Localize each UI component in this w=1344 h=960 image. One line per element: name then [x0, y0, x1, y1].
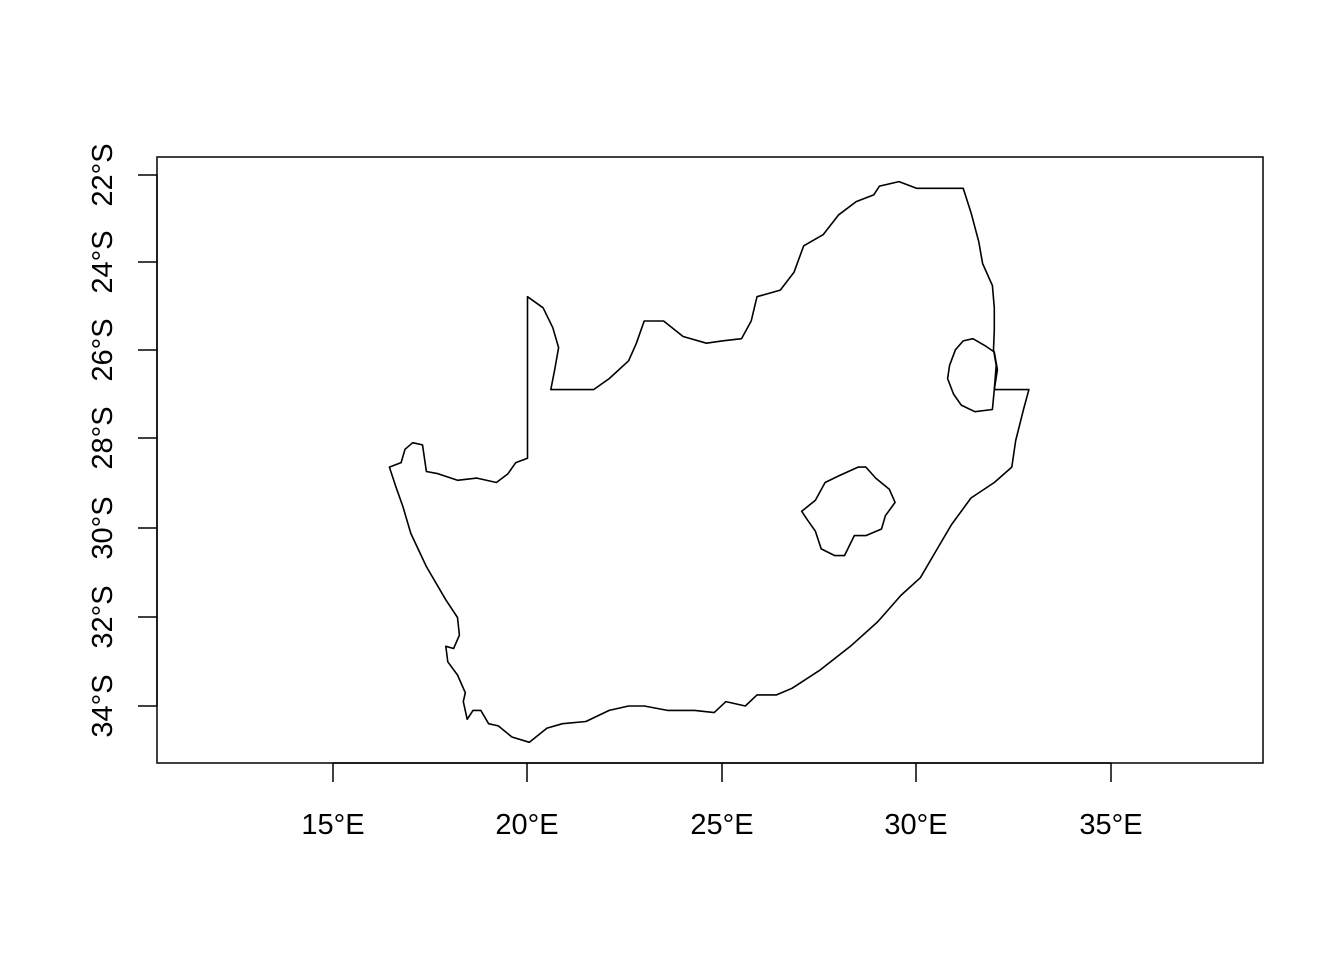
x-tick-15: 15°E: [301, 763, 365, 841]
x-tick-35: 35°E: [1079, 763, 1143, 841]
y-tick-label: 24°S: [87, 230, 119, 293]
plot-frame: [156, 156, 1264, 764]
x-axis: 15°E 20°E 25°E 30°E 35°E: [301, 762, 1143, 841]
x-tick-25: 25°E: [690, 763, 754, 841]
y-tick-label: 30°S: [87, 496, 119, 559]
y-tick-30: 30°S: [87, 496, 157, 560]
y-tick-24: 24°S: [87, 230, 157, 294]
y-axis: 22°S 24°S 26°S 28°S 30°S 32°S 34°S: [87, 143, 158, 738]
y-tick-26: 26°S: [87, 318, 157, 382]
y-tick-label: 22°S: [87, 143, 119, 206]
y-tick-22: 22°S: [87, 143, 157, 207]
lesotho-outline: [800, 466, 896, 557]
y-tick-label: 34°S: [87, 674, 119, 737]
y-tick-label: 26°S: [87, 318, 119, 381]
x-tick-label: 15°E: [301, 809, 364, 841]
x-tick-20: 20°E: [495, 763, 559, 841]
map-outlines: [388, 180, 1030, 744]
x-tick-label: 30°E: [884, 809, 947, 841]
y-tick-label: 32°S: [87, 585, 119, 648]
y-tick-34: 34°S: [87, 674, 157, 738]
x-tick-label: 25°E: [690, 809, 753, 841]
x-tick-label: 20°E: [495, 809, 558, 841]
y-tick-28: 28°S: [87, 406, 157, 470]
y-tick-32: 32°S: [87, 585, 157, 649]
eswatini-outline: [946, 337, 999, 413]
x-tick-30: 30°E: [884, 763, 948, 841]
y-tick-label: 28°S: [87, 406, 119, 469]
x-tick-label: 35°E: [1079, 809, 1142, 841]
south-africa-outline: [388, 180, 1030, 744]
